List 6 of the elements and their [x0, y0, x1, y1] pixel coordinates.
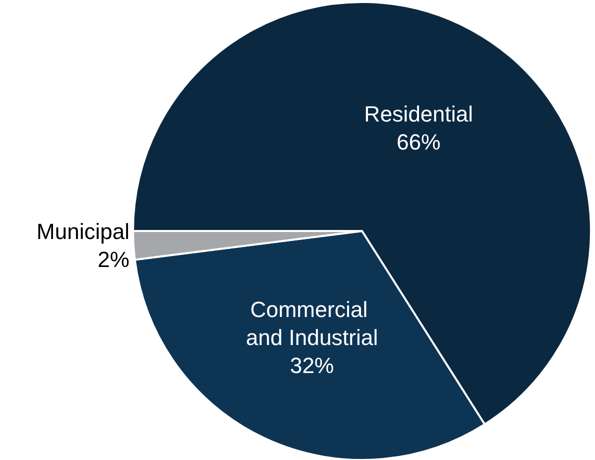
- data-label: 32%: [290, 352, 334, 378]
- slice-label: Commercial and Industrial: [246, 296, 378, 350]
- slice-label: Municipal: [36, 219, 130, 244]
- data-label: 2%: [98, 247, 130, 272]
- data-label: 66%: [396, 130, 441, 155]
- slice-label: Residential: [364, 102, 474, 127]
